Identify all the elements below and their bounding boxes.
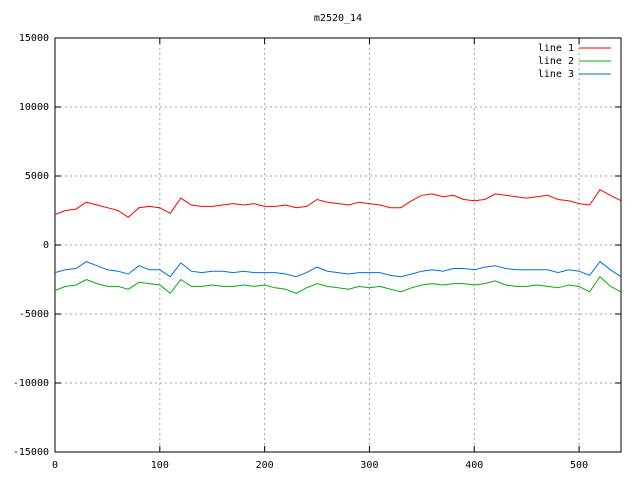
y-tick-label: 0 [43,240,49,251]
legend-label: line 3 [538,69,574,80]
x-tick-label: 500 [570,460,588,471]
x-tick-label: 0 [52,460,58,471]
series-line [54,260,622,278]
y-tick-label: 5000 [25,171,49,182]
x-tick-label: 300 [360,460,378,471]
plot-frame [54,37,622,453]
legend-label: line 2 [538,56,574,67]
y-tick-label: -10000 [13,378,49,389]
y-tick-label: -15000 [13,447,49,458]
series-line [54,189,622,219]
y-tick-label: 15000 [19,33,49,44]
y-tick-label: 10000 [19,102,49,113]
y-tick-label: -5000 [19,309,49,320]
chart-title: m2520_14 [314,13,362,24]
x-tick-label: 400 [465,460,483,471]
series-line [54,275,622,295]
x-tick-label: 200 [256,460,274,471]
x-tick-label: 100 [151,460,169,471]
legend-label: line 1 [538,43,574,54]
